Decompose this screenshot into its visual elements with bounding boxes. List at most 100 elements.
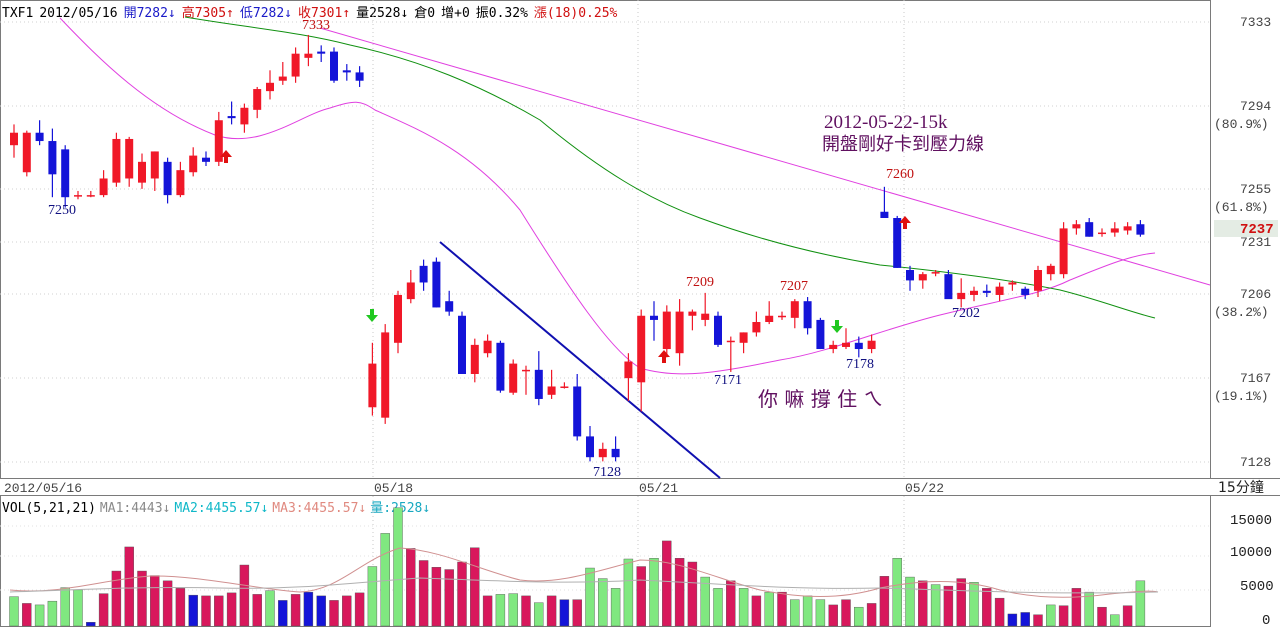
- candle: [701, 292, 710, 327]
- candle-body: [624, 361, 633, 379]
- candle: [368, 342, 377, 416]
- candle: [227, 101, 236, 125]
- candle-body: [240, 107, 249, 125]
- candle: [1059, 222, 1068, 279]
- candle: [394, 290, 402, 354]
- volume-bar: [393, 507, 403, 627]
- candle-body: [304, 53, 313, 58]
- candle-body: [253, 89, 262, 110]
- volume-bar: [47, 600, 58, 627]
- candle: [445, 290, 454, 316]
- candle-body: [176, 170, 185, 196]
- candle: [1072, 220, 1081, 235]
- candle-body: [842, 342, 850, 347]
- volume-axis: 15000 10000 5000 0: [1230, 513, 1274, 629]
- candle: [739, 332, 748, 354]
- candle: [906, 265, 914, 291]
- candle-body: [355, 72, 364, 81]
- candle: [714, 311, 722, 347]
- candle: [1123, 222, 1132, 235]
- candle: [1098, 228, 1106, 237]
- high-value: 高7305↑: [181, 6, 234, 21]
- volume-bar: [1122, 605, 1133, 627]
- volume-bar: [687, 561, 698, 627]
- candle-body: [829, 344, 838, 350]
- candle-body: [752, 322, 761, 333]
- volume-bar: [969, 582, 979, 627]
- volume-bar: [1058, 605, 1069, 627]
- volume-bar: [674, 558, 685, 627]
- candle-body: [778, 315, 786, 318]
- volume-bar: [1084, 591, 1094, 627]
- volume-bar: [278, 600, 288, 627]
- volume-ma2-line: [9, 577, 1159, 594]
- candle-body: [1123, 226, 1132, 231]
- candle-body: [995, 286, 1004, 295]
- volume-bar: [521, 595, 531, 627]
- candle: [573, 374, 582, 441]
- volume-bar: [316, 595, 326, 627]
- volume-bar: [162, 580, 173, 627]
- candle-body: [483, 340, 492, 354]
- volume-bar: [559, 599, 570, 627]
- volume-bar: [444, 569, 454, 627]
- down-arrow-icon: [366, 309, 378, 322]
- point-label: 7250: [48, 203, 76, 218]
- candle: [816, 317, 825, 350]
- volume-bar: [380, 533, 390, 627]
- candle: [688, 309, 697, 331]
- vol-indicator-name: VOL(5,21,21): [2, 501, 96, 516]
- candle-body: [726, 340, 735, 343]
- price-tick: 7206: [1240, 287, 1271, 302]
- candle-body: [1110, 228, 1119, 233]
- candle: [317, 45, 326, 62]
- volume-bar: [713, 588, 723, 627]
- candle: [982, 284, 991, 298]
- candle-body: [573, 386, 582, 437]
- candle: [304, 34, 313, 67]
- candle-body: [1046, 265, 1055, 275]
- volume-bar: [943, 585, 954, 627]
- header-date: 2012/05/16: [39, 6, 118, 21]
- candle-body: [150, 151, 159, 179]
- candle-body: [816, 319, 825, 350]
- volume-bar: [841, 599, 851, 627]
- volume-tick: 15000: [1230, 513, 1272, 529]
- fib-label: (61.8%): [1214, 200, 1269, 215]
- current-price: 7237: [1240, 222, 1274, 238]
- volume-bar: [751, 595, 762, 627]
- candle-body: [406, 282, 415, 300]
- volume-bar: [470, 547, 480, 627]
- candle: [74, 190, 82, 200]
- candle-body: [445, 301, 454, 312]
- volume-bar: [86, 622, 96, 627]
- candle-body: [522, 369, 530, 372]
- candle: [355, 66, 364, 87]
- candle-body: [470, 344, 479, 374]
- candle-body: [1059, 228, 1068, 275]
- candle-body: [765, 315, 774, 322]
- candle: [240, 103, 249, 133]
- candle: [842, 328, 850, 350]
- volume-bar: [482, 595, 493, 627]
- volume-ma-line: [9, 547, 1159, 598]
- candle: [829, 340, 838, 354]
- time-label: 2012/05/16: [4, 481, 82, 496]
- candle: [803, 297, 812, 335]
- amplitude-value: 振0.32%: [475, 6, 528, 21]
- candle: [944, 270, 953, 300]
- volume-bar: [342, 595, 352, 627]
- candle: [931, 270, 940, 277]
- volume-bar: [982, 588, 992, 627]
- candle: [483, 334, 492, 358]
- candle: [1046, 263, 1055, 281]
- volume-bar: [598, 578, 608, 627]
- candle-body: [1085, 222, 1094, 237]
- volume-bar: [879, 576, 890, 627]
- candle-body: [637, 315, 646, 383]
- candle-body: [394, 294, 402, 343]
- candle-body: [202, 157, 210, 162]
- volume-bar: [406, 548, 416, 627]
- volume-bar: [354, 592, 365, 627]
